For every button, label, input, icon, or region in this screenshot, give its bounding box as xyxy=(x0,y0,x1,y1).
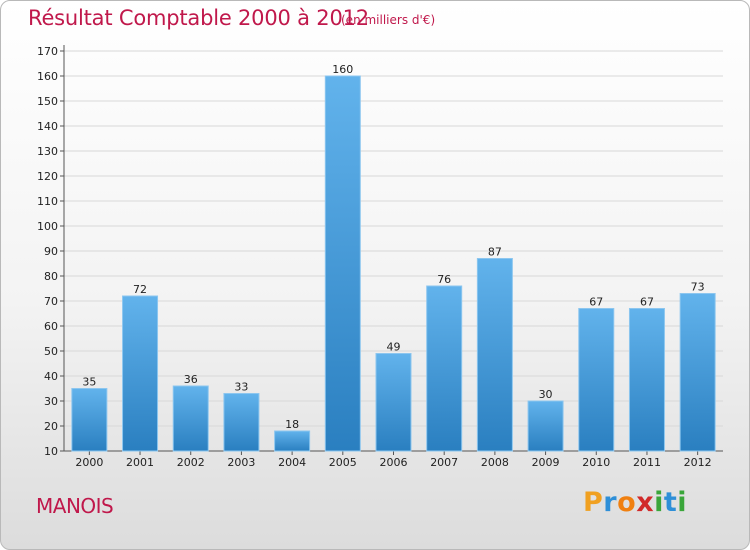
data-label: 36 xyxy=(184,373,198,386)
data-label: 72 xyxy=(133,283,147,296)
x-tick-label: 2003 xyxy=(227,456,255,469)
x-tick-label: 2004 xyxy=(278,456,306,469)
y-tick-label: 90 xyxy=(44,245,58,258)
data-labels: 35 72 36 33 18 160 49 76 87 30 67 67 73 xyxy=(82,63,704,431)
y-tick-label: 10 xyxy=(44,445,58,458)
logo-letter: o xyxy=(617,487,637,518)
data-label: 87 xyxy=(488,246,502,259)
proxiti-logo[interactable]: Proxiti xyxy=(583,487,687,518)
bar-2011 xyxy=(628,308,665,452)
y-tick-label: 60 xyxy=(44,320,58,333)
bar-2000 xyxy=(71,388,108,452)
chart-title: Résultat Comptable 2000 à 2012 xyxy=(28,6,369,30)
bar-2007 xyxy=(426,285,463,452)
x-tick-label: 2008 xyxy=(481,456,509,469)
commune-name: MANOIS xyxy=(36,494,114,518)
bar-2010 xyxy=(578,308,615,452)
y-tick-label: 150 xyxy=(37,95,58,108)
bar-2002 xyxy=(172,385,209,452)
bar-2005 xyxy=(324,75,361,452)
logo-letter: i xyxy=(654,487,664,518)
x-tick-label: 2006 xyxy=(380,456,408,469)
y-tick-label: 100 xyxy=(37,220,58,233)
y-tick-label: 110 xyxy=(37,195,58,208)
y-tick-label: 140 xyxy=(37,120,58,133)
data-label: 49 xyxy=(387,341,401,354)
y-tick-label: 70 xyxy=(44,295,58,308)
x-tick-label: 2011 xyxy=(633,456,661,469)
x-tick-label: 2007 xyxy=(430,456,458,469)
bar-2001 xyxy=(122,295,159,452)
y-tick-label: 40 xyxy=(44,370,58,383)
logo-letter: P xyxy=(583,487,604,518)
chart-subtitle: (en milliers d'€) xyxy=(341,13,436,27)
y-tick-label: 160 xyxy=(37,70,58,83)
x-tick-label: 2009 xyxy=(532,456,560,469)
x-tick-label: 2010 xyxy=(582,456,610,469)
data-label: 33 xyxy=(234,381,248,394)
y-tick-label: 20 xyxy=(44,420,58,433)
y-tick-label: 30 xyxy=(44,395,58,408)
data-label: 67 xyxy=(589,296,603,309)
logo-letter: i xyxy=(677,487,688,518)
logo-letter: t xyxy=(663,487,678,518)
x-tick-label: 2005 xyxy=(329,456,357,469)
x-tick-label: 2001 xyxy=(126,456,154,469)
y-tick-label: 80 xyxy=(44,270,58,283)
data-label: 18 xyxy=(285,418,299,431)
data-label: 35 xyxy=(82,376,96,389)
bar-2006 xyxy=(375,353,412,452)
bars xyxy=(71,75,716,452)
x-tick-label: 2002 xyxy=(177,456,205,469)
bar-2009 xyxy=(527,400,564,452)
x-tick-label: 2000 xyxy=(75,456,103,469)
bar-2008 xyxy=(476,258,513,452)
y-tick-label: 120 xyxy=(37,170,58,183)
bar-2004 xyxy=(274,430,311,452)
y-tick-label: 130 xyxy=(37,145,58,158)
data-label: 160 xyxy=(332,63,353,76)
data-label: 30 xyxy=(539,388,553,401)
bar-2012 xyxy=(679,293,716,452)
y-tick-label: 170 xyxy=(37,45,58,58)
data-label: 67 xyxy=(640,296,654,309)
y-tick-label: 50 xyxy=(44,345,58,358)
logo-letter: r xyxy=(603,487,618,518)
logo-letter: x xyxy=(636,487,655,518)
data-label: 73 xyxy=(691,281,705,294)
bar-2003 xyxy=(223,393,260,452)
x-tick-label: 2012 xyxy=(684,456,712,469)
data-label: 76 xyxy=(437,273,451,286)
